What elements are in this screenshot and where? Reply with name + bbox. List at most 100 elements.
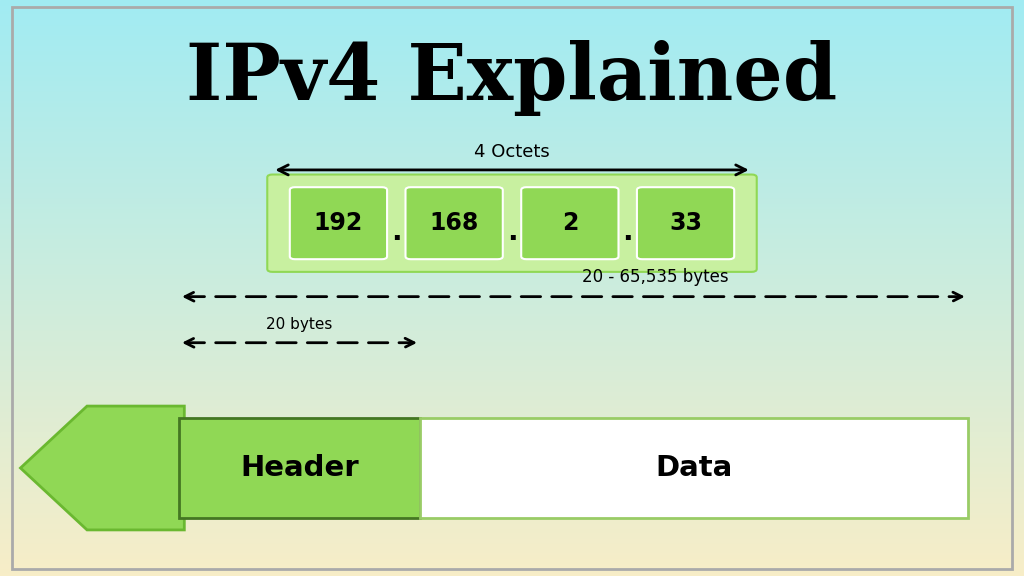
Bar [0,187,1024,190]
Bar [0,49,1024,52]
Text: .: . [391,218,401,246]
Bar [0,81,1024,84]
Bar [0,124,1024,127]
Bar [0,107,1024,109]
Bar [0,501,1024,504]
Bar [0,492,1024,495]
Bar [0,418,1024,420]
Bar [0,536,1024,539]
Bar [0,484,1024,487]
Bar [0,311,1024,314]
Bar [0,455,1024,458]
Bar [0,207,1024,210]
Bar [0,153,1024,156]
Bar [0,415,1024,418]
Bar [0,274,1024,276]
FancyBboxPatch shape [406,187,503,259]
Bar [0,6,1024,9]
Bar [0,161,1024,164]
Bar [0,181,1024,184]
Bar [0,472,1024,475]
Bar [0,132,1024,135]
Bar [0,366,1024,369]
Bar [0,144,1024,147]
Bar [0,357,1024,360]
Text: Header: Header [241,454,358,482]
Bar [0,204,1024,207]
Bar [0,452,1024,455]
Bar [0,343,1024,346]
Bar [0,360,1024,363]
Text: 192: 192 [313,211,364,235]
Text: 4 Octets: 4 Octets [474,143,550,161]
FancyBboxPatch shape [521,187,618,259]
Bar [0,265,1024,268]
Bar [0,251,1024,253]
Bar [0,429,1024,432]
Bar [0,176,1024,179]
Text: Data: Data [655,454,732,482]
Bar [0,389,1024,392]
Bar [0,112,1024,115]
Bar [0,259,1024,262]
Bar [0,225,1024,228]
Bar [0,150,1024,153]
Bar [0,78,1024,81]
Bar [0,127,1024,130]
Bar [0,268,1024,271]
Bar [0,46,1024,49]
Bar [0,550,1024,553]
Bar [0,230,1024,233]
Bar [0,242,1024,245]
Bar [0,386,1024,389]
Bar [0,412,1024,415]
Bar [0,331,1024,334]
Bar [0,23,1024,26]
Bar [0,504,1024,507]
Bar [0,544,1024,547]
Bar [0,377,1024,380]
Bar [0,3,1024,6]
Bar [0,109,1024,112]
Bar [0,60,1024,63]
Bar [0,323,1024,325]
Bar [0,279,1024,282]
Bar [0,469,1024,472]
Bar [0,300,1024,302]
Bar [0,233,1024,236]
Bar [0,193,1024,196]
Bar [0,253,1024,256]
Bar [0,63,1024,66]
FancyBboxPatch shape [267,175,757,272]
Bar [0,495,1024,498]
Bar [0,363,1024,366]
Bar [0,179,1024,181]
Bar [0,541,1024,544]
Bar [0,262,1024,265]
Bar [0,383,1024,386]
Bar [0,438,1024,441]
Bar [0,282,1024,285]
Bar [0,403,1024,406]
Bar [0,432,1024,435]
Bar [0,369,1024,372]
Bar [0,547,1024,550]
Bar [0,92,1024,95]
Bar [0,43,1024,46]
Bar [0,66,1024,69]
Bar [0,297,1024,300]
Bar [0,475,1024,478]
Bar [0,101,1024,104]
Bar [0,288,1024,291]
Bar [0,158,1024,161]
Bar [0,40,1024,43]
Bar [0,423,1024,426]
Bar [0,37,1024,40]
Bar [0,86,1024,89]
Text: .: . [623,218,633,246]
Bar [0,228,1024,230]
Text: .: . [507,218,517,246]
Bar [0,507,1024,510]
Bar [0,219,1024,222]
Bar [0,340,1024,343]
